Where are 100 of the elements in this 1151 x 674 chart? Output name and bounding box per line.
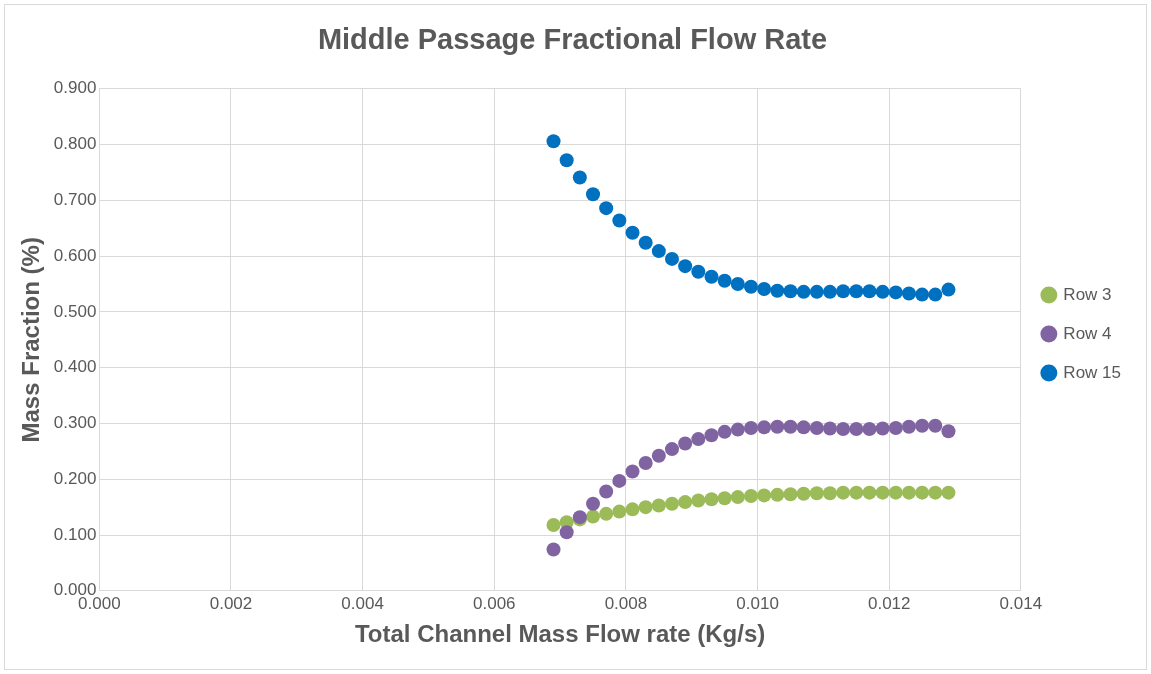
x-tick-label: 0.012 [867,593,911,613]
point [612,473,627,488]
point [691,493,706,508]
point [809,284,824,299]
point [836,422,851,437]
legend-label: Row 4 [1063,323,1112,343]
point [875,421,890,436]
point [704,269,719,284]
point [638,456,653,471]
chart-title: Middle Passage Fractional Flow Rate [317,23,828,56]
point [915,287,930,302]
point [651,448,666,463]
point [928,418,943,433]
point [915,485,930,500]
point [572,170,587,185]
legend-label: Row 15 [1063,362,1121,382]
point [691,264,706,279]
point [836,485,851,500]
point [888,285,903,300]
x-tick-label: 0.004 [341,593,384,613]
point [743,488,758,503]
point [888,420,903,435]
point [546,134,561,149]
y-tick-label: 0.500 [53,301,97,321]
point [704,428,719,443]
point [915,418,930,433]
point [770,419,785,434]
x-tick-label: 0.010 [736,593,779,613]
point [678,436,693,451]
point [638,500,653,515]
point [941,282,956,297]
point [612,504,627,519]
point [875,485,890,500]
point [559,525,574,540]
point [586,187,601,202]
point [691,432,706,447]
point [901,485,916,500]
x-tick-label: 0.002 [209,593,253,613]
point [822,421,837,436]
point [901,419,916,434]
point [849,485,864,500]
point [783,284,798,299]
point [625,225,640,240]
point [783,419,798,434]
point [928,485,943,500]
point [849,284,864,299]
point [796,284,811,299]
point [836,284,851,299]
point [849,422,864,437]
point [546,517,561,532]
y-tick-label: 0.300 [53,413,97,433]
point [862,284,877,299]
point [730,277,745,292]
point [862,422,877,437]
y-tick-label: 0.100 [53,524,97,544]
point [730,490,745,505]
point [651,244,666,259]
point [743,420,758,435]
point [586,496,601,511]
y-axis-title: Mass Fraction (%) [17,237,45,443]
point [665,496,679,511]
point [941,424,956,439]
point [875,284,890,299]
y-tick-label: 0.200 [53,468,97,488]
point [822,486,837,501]
point [809,486,824,501]
point [928,287,943,302]
point [888,485,903,500]
y-tick-label: 0.900 [53,78,97,98]
point [757,420,772,435]
point [704,492,719,507]
point [901,286,916,301]
y-tick-label: 0.800 [53,134,97,154]
point [586,509,601,524]
point [546,542,561,557]
point [809,420,824,435]
point [757,282,772,297]
y-tick-label: 0.700 [53,190,97,210]
y-tick-label: 0.400 [53,357,97,377]
x-tick-label: 0.008 [604,593,648,613]
point [559,153,574,168]
point [717,491,732,506]
point [770,283,785,298]
y-tick-label: 0.600 [53,245,97,265]
x-tick-label: 0.014 [999,593,1043,613]
legend-label: Row 3 [1063,284,1112,304]
x-axis-title: Total Channel Mass Flow rate (Kg/s) [354,620,766,648]
point [612,213,627,228]
point [678,495,693,510]
point [625,502,640,517]
x-tick-label: 0.006 [473,593,516,613]
point [717,273,732,288]
point [638,235,653,250]
point [599,484,614,499]
point [770,487,785,502]
point [665,442,679,457]
point [796,486,811,501]
point [599,201,614,216]
point [757,488,772,503]
point [862,485,877,500]
